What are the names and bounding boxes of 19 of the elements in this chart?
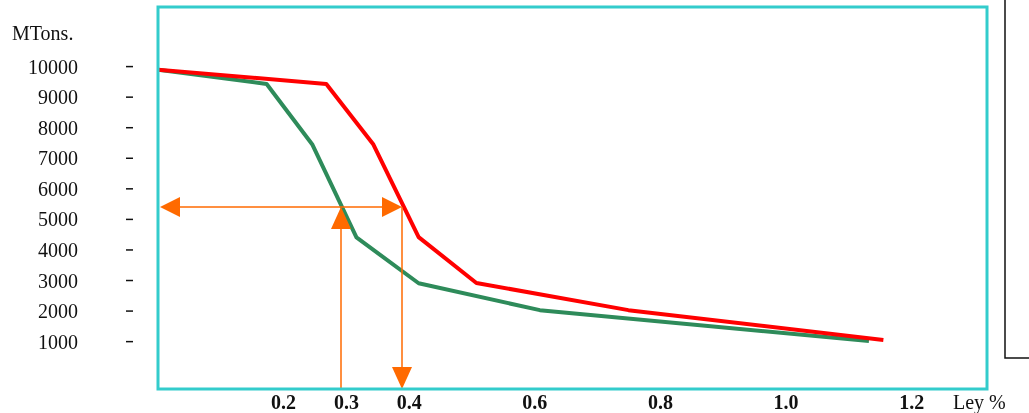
y-tick-label: 2000 <box>38 300 78 323</box>
x-tick-label: 1.2 <box>899 391 925 413</box>
x-tick-label: 0.8 <box>647 391 673 413</box>
y-tick-label: 6000 <box>38 177 78 200</box>
x-tick-label: 0.2 <box>271 391 297 413</box>
y-tick-label: 9000 <box>38 86 78 109</box>
y-axis-title: MTons. <box>12 22 74 44</box>
y-tick-label: 5000 <box>38 208 78 231</box>
y-tick-label: 8000 <box>38 116 78 139</box>
x-tick-label: 0.4 <box>396 391 422 413</box>
y-tick-label: 1000 <box>38 330 78 353</box>
x-tick-label: 0.6 <box>522 391 548 413</box>
x-tick-label: 0.3 <box>333 391 359 413</box>
y-tick-label: 4000 <box>38 238 78 261</box>
x-axis-title: Ley % <box>953 391 1006 413</box>
x-tick-label: 1.0 <box>773 391 799 413</box>
y-tick-label: 10000 <box>28 55 78 78</box>
y-tick-label: 7000 <box>38 147 78 170</box>
y-tick-label: 3000 <box>38 269 78 292</box>
